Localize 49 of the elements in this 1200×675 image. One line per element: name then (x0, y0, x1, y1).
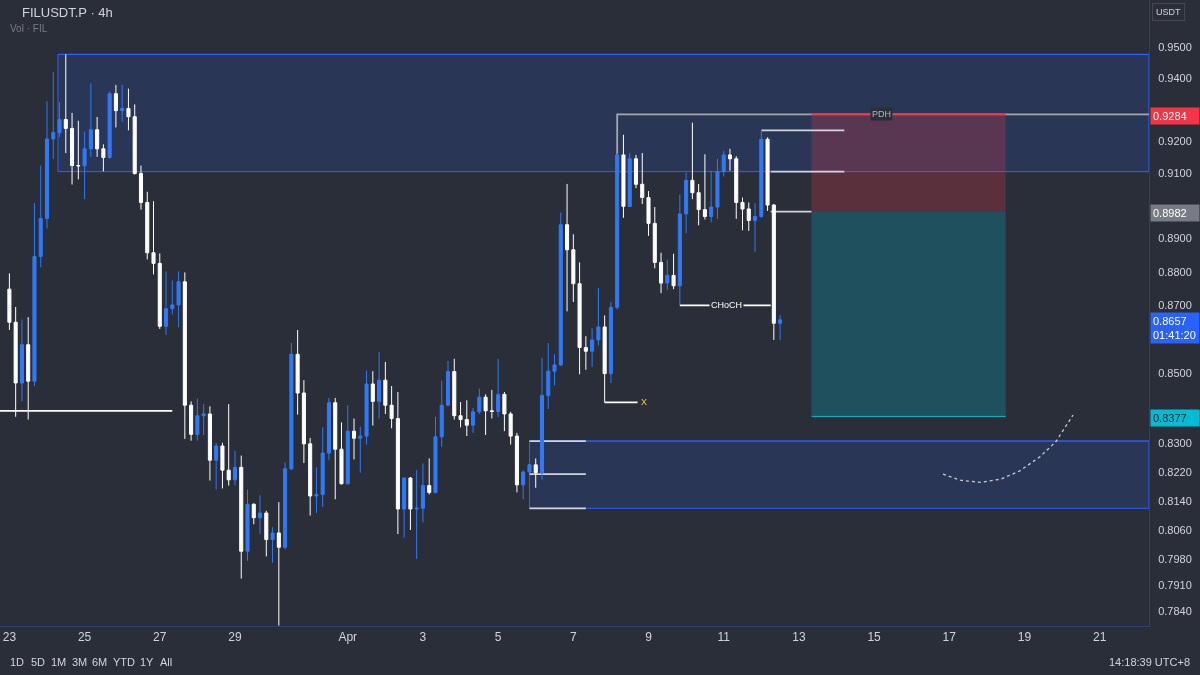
text: 0.9284 (1153, 110, 1187, 122)
x-tick-label: 19 (1017, 630, 1032, 645)
annotation: PDH (872, 109, 892, 119)
x-tick-label: 9 (645, 630, 653, 645)
y-tick-label: 0.9400 (1158, 71, 1192, 84)
x-tick-label: Apr (338, 630, 358, 645)
x-tick-label: 11 (717, 630, 731, 645)
y-tick-label: 0.8700 (1158, 299, 1192, 312)
x-tick-label: 17 (942, 630, 957, 645)
x-tick-label: 7 (569, 630, 577, 645)
text: 0.8657 01:41:20 (1153, 315, 1196, 342)
text: 6M (92, 656, 108, 668)
annotation: X (641, 397, 648, 407)
text: YTD (113, 656, 136, 668)
x-tick-label: 25 (77, 630, 92, 645)
x-tick-label: 13 (792, 630, 806, 645)
text: 0.8982 (1153, 207, 1187, 219)
x-tick-label: 3 (419, 630, 427, 645)
text: 0.8377 (1153, 412, 1187, 424)
y-tick-label: 0.8220 (1158, 465, 1192, 478)
y-tick-label: 0.7840 (1158, 604, 1192, 617)
annotation: Vol · FIL (10, 23, 48, 34)
text: 3M (72, 656, 88, 668)
y-tick-label: 0.8300 (1158, 437, 1192, 450)
annotation: CHoCH (711, 300, 743, 310)
text: 5D (31, 656, 46, 668)
x-tick-label: 27 (153, 630, 167, 645)
y-tick-label: 0.7910 (1158, 578, 1192, 591)
y-tick-label: 0.7980 (1158, 552, 1192, 565)
x-tick-label: 23 (2, 630, 17, 645)
text: All (160, 656, 173, 668)
text: 1D (10, 656, 25, 668)
y-tick-label: 0.8900 (1158, 232, 1192, 245)
text: 14:18:39 UTC+8 (1109, 656, 1191, 668)
y-tick-label: 0.8500 (1158, 367, 1192, 380)
y-tick-label: 0.8140 (1158, 494, 1192, 507)
x-tick-label: 15 (867, 630, 882, 645)
text: 1Y (140, 656, 155, 668)
text: 1M (51, 656, 67, 668)
x-tick-label: 21 (1092, 630, 1107, 645)
y-axis-title: USDT (1156, 7, 1181, 17)
x-tick-label: 5 (494, 630, 502, 645)
y-tick-label: 0.8060 (1158, 523, 1192, 536)
y-tick-label: 0.9100 (1158, 167, 1192, 180)
y-tick-label: 0.8800 (1158, 265, 1192, 278)
x-tick-label: 29 (228, 630, 242, 645)
y-tick-label: 0.9500 (1158, 40, 1192, 53)
chart-title: FILUSDT.P · 4h (22, 4, 113, 20)
y-tick-label: 0.9200 (1158, 135, 1192, 148)
